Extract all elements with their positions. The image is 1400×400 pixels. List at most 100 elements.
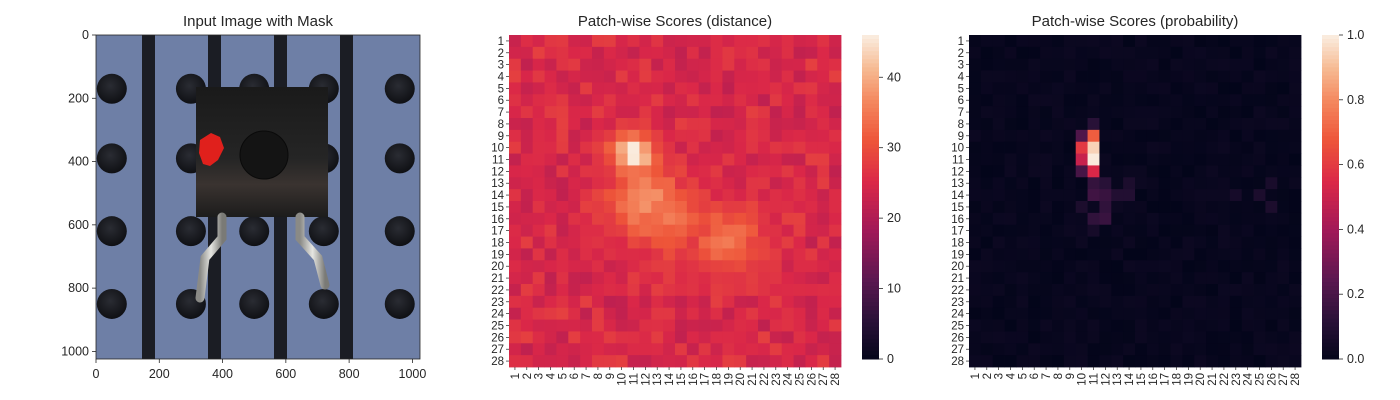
x-tick-label: 20 [1195,373,1207,386]
heatmap-cell [1289,58,1302,71]
heatmap-cell [1063,355,1077,368]
x-tick-label: 3 [534,373,546,379]
heatmap-cell [1182,165,1195,178]
heatmap-cell [781,35,794,48]
heatmap-cell [722,129,735,143]
heatmap-cell [1158,58,1171,71]
heatmap-cell [568,284,581,297]
heatmap-cell [627,248,640,261]
heatmap-cell [969,331,982,344]
heatmap-cell [520,331,534,344]
x-tick-label: 15 [1136,373,1148,386]
heatmap-cell [1004,177,1017,190]
heatmap-cell [1016,35,1029,48]
heatmap-cell [992,355,1005,368]
heatmap-cell [1123,153,1136,166]
heatmap-cell [758,248,771,261]
colorbar-segment [1322,197,1339,202]
heatmap-cell [710,141,723,154]
colorbar-segment [1322,338,1339,344]
panel3-title: Patch-wise Scores (probability) [1032,13,1239,30]
x-tick-label: 1 [970,373,982,379]
board-hole [175,216,206,247]
heatmap-cell [1277,260,1290,273]
x-tick-label: 3 [994,373,1006,379]
heatmap-cell [1040,58,1053,71]
heatmap-cell [758,129,771,143]
heatmap-cell [603,82,617,95]
heatmap-cell [992,272,1005,285]
heatmap-cell [556,319,569,332]
colorbar-segment [1322,91,1339,97]
heatmap-cell [698,272,711,285]
heatmap-cell [592,355,605,368]
heatmap-cell [639,284,652,297]
heatmap-cell [580,82,593,95]
colorbar-segment [1322,286,1339,291]
heatmap-cell [1206,272,1219,285]
heatmap-cell [663,141,676,154]
heatmap-cell [969,260,982,273]
heatmap-cell [829,224,842,237]
heatmap-cell [1087,58,1100,71]
x-tick-label: 400 [212,367,233,381]
colorbar-segment [1322,136,1339,141]
heatmap-cell [651,177,664,190]
heatmap-cell [592,70,605,83]
heatmap-cell [769,212,783,226]
heatmap-cell [615,177,628,190]
heatmap-cell [544,46,557,60]
heatmap-cell [663,118,676,131]
heatmap-cell [1028,118,1041,131]
heatmap-cell [1170,201,1183,214]
heatmap-cell [817,236,830,249]
heatmap-cell [663,284,676,297]
heatmap-cell [1087,284,1100,297]
heatmap-cell [734,295,747,309]
heatmap-cell [532,106,545,119]
heatmap-cell [651,284,664,297]
colorbar-segment [862,39,879,44]
heatmap-cell [663,165,676,178]
heatmap-cell [969,106,982,119]
heatmap-cell [1016,236,1029,249]
heatmap-cell [556,307,569,320]
heatmap-cell [663,319,676,332]
heatmap-cell [992,177,1005,190]
heatmap-cell [722,248,735,261]
heatmap-cell [1241,35,1254,48]
heatmap-cell [1170,46,1183,60]
heatmap-cell [1277,355,1290,368]
heatmap-cell [1218,189,1231,202]
heatmap-cell [1218,307,1231,320]
colorbar-segment [862,128,879,133]
heatmap-cell [686,118,700,131]
colorbar-segment [1322,180,1339,186]
heatmap-cell [1028,153,1041,166]
colorbar-segment [1322,75,1339,81]
colorbar-segment [862,152,879,157]
heatmap-cell [1206,153,1219,166]
colorbar-segment [862,132,879,137]
heatmap-cell [1182,141,1195,154]
x-tick-label: 13 [1112,373,1124,386]
heatmap-cell [615,153,628,166]
heatmap-cell [1218,343,1231,356]
colorbar-segment [1322,342,1339,348]
heatmap-cell [698,295,711,309]
heatmap-cell [781,129,794,143]
heatmap-cell [1146,319,1160,332]
heatmap-cell [615,248,628,261]
heatmap-cell [1087,331,1100,344]
heatmap-cell [568,248,581,261]
heatmap-cell [1218,165,1231,178]
x-tick-label: 7 [581,373,593,379]
heatmap-cell [1063,165,1077,178]
heatmap-cell [710,129,723,143]
heatmap-cell [969,141,982,154]
heatmap-cell [1040,343,1053,356]
colorbar-segment [862,205,879,210]
heatmap-cell [603,94,617,107]
heatmap-cell [1099,177,1112,190]
heatmap-cell [1218,129,1231,143]
